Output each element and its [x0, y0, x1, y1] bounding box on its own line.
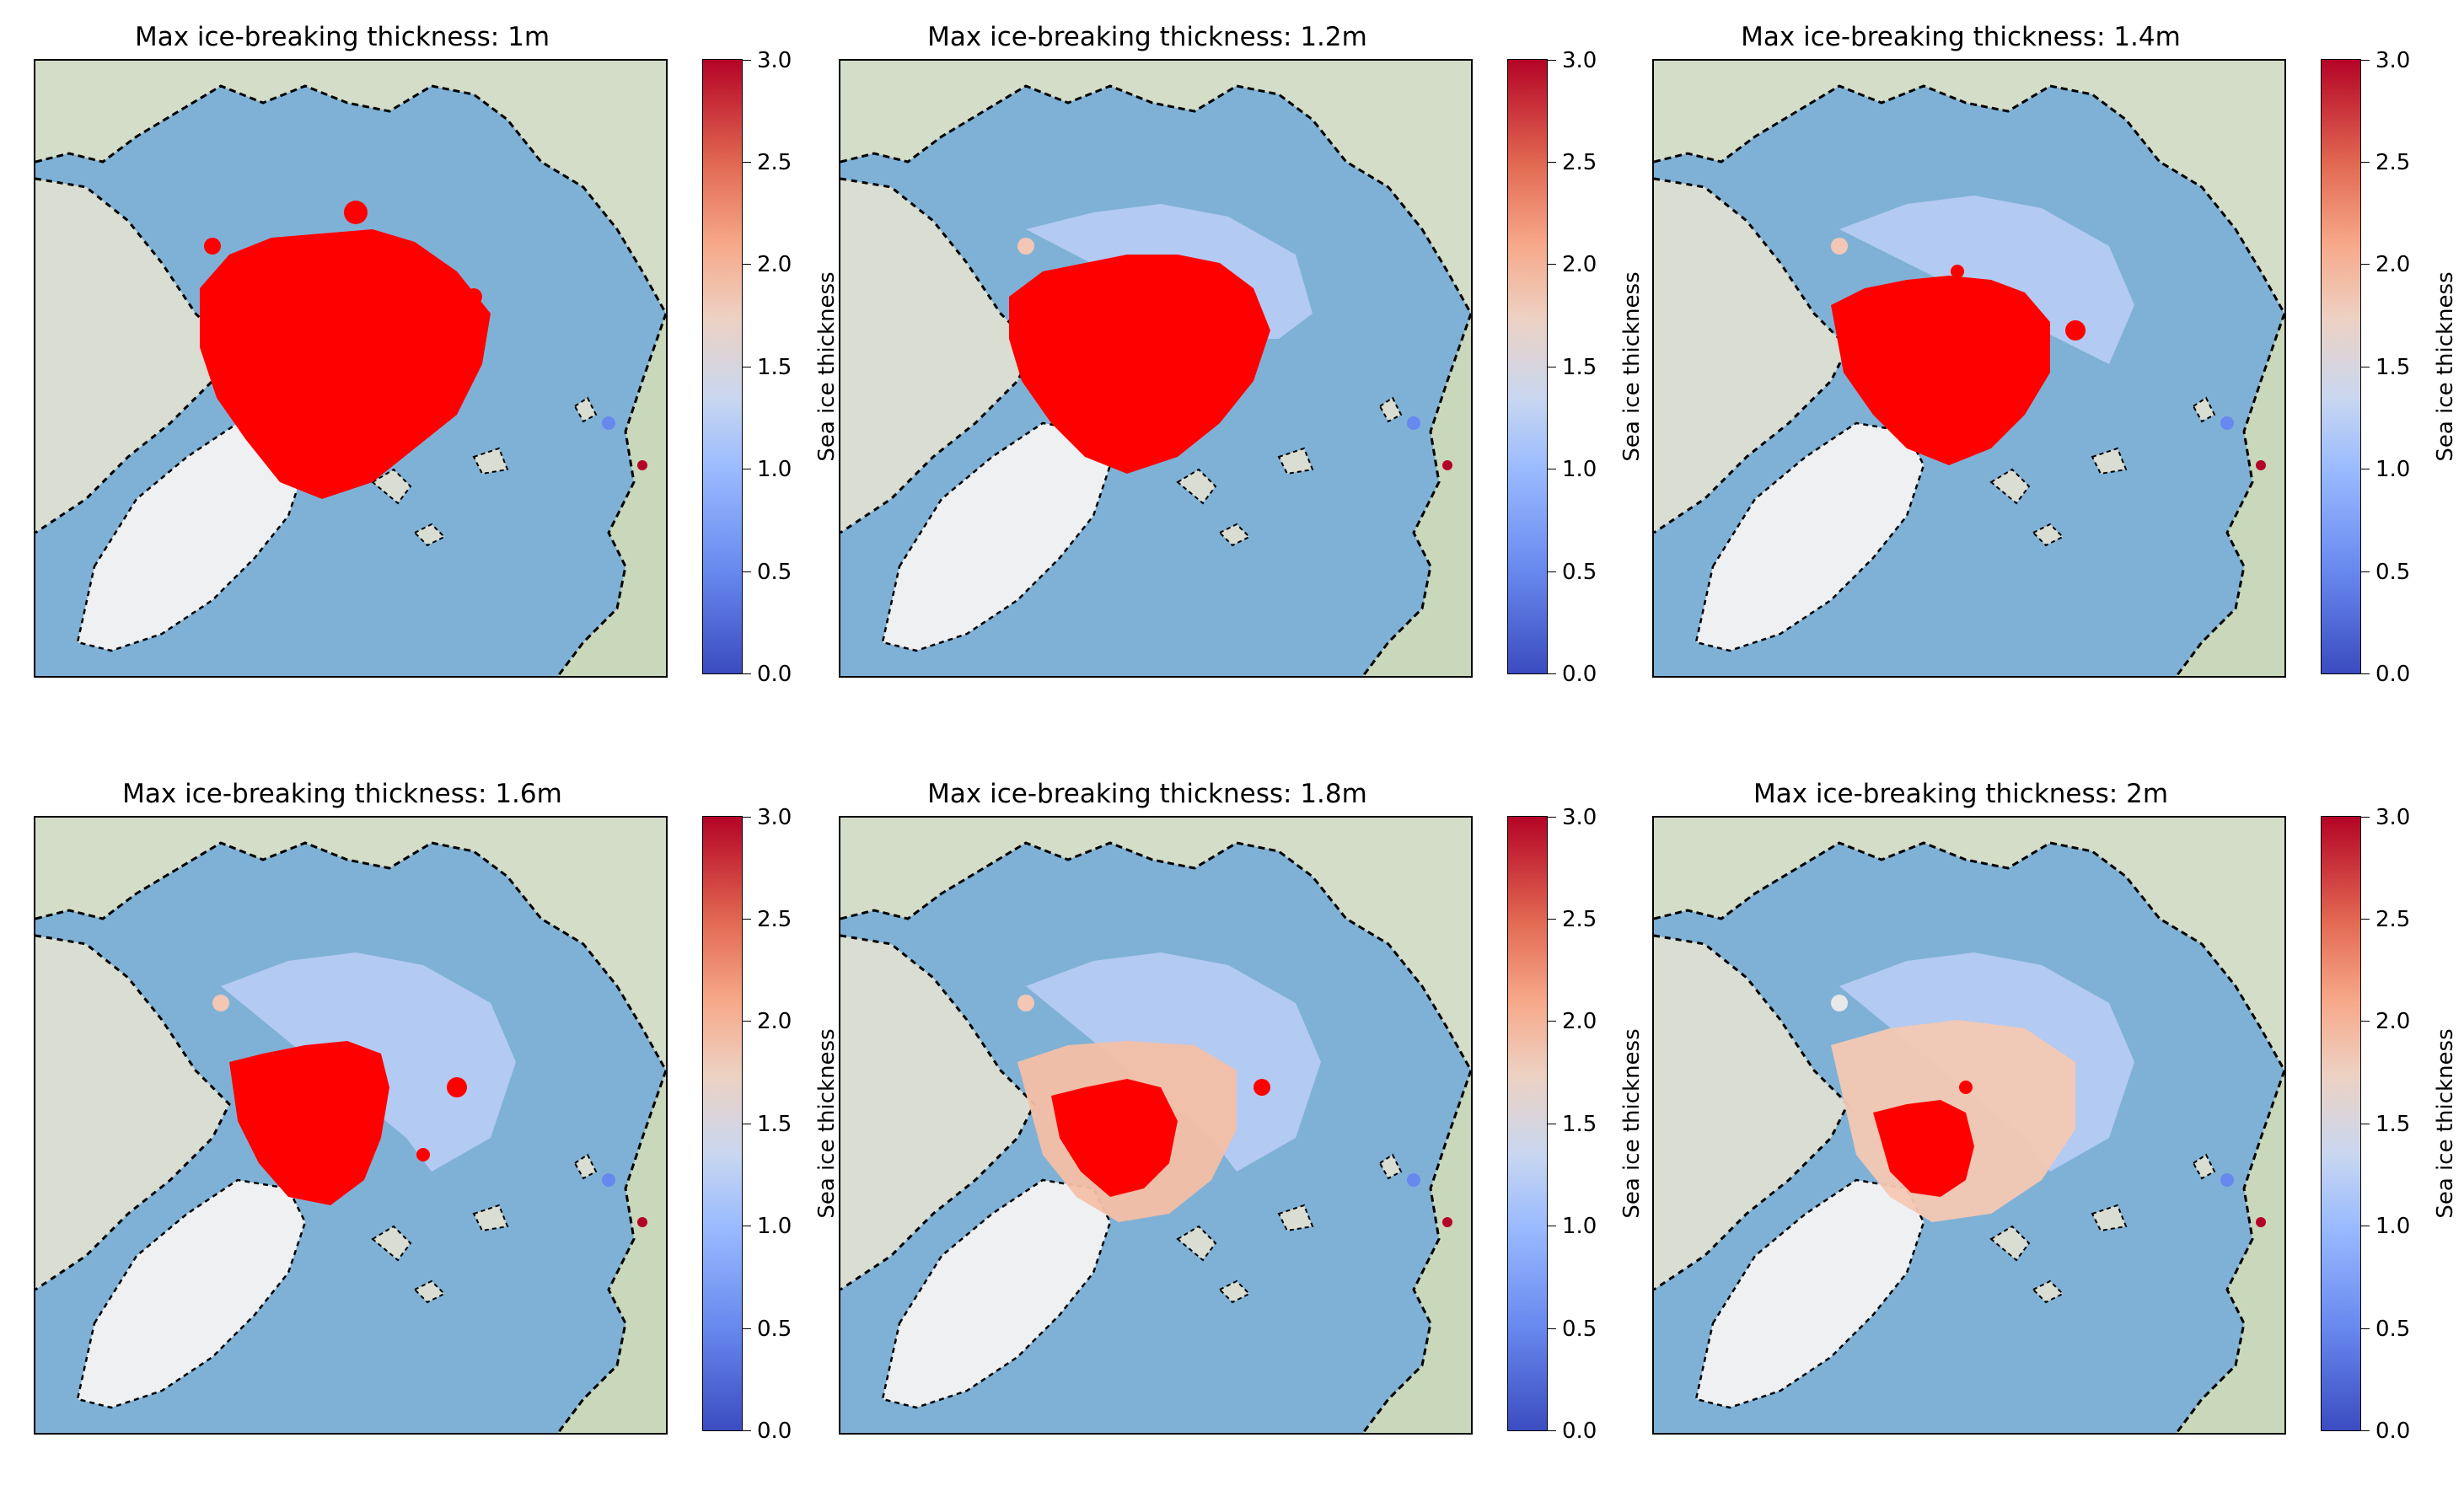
- colorbar-tick-label: 3.0: [1562, 805, 1597, 830]
- map-panel-5: Max ice-breaking thickness: 1.8m 0.0 0.5…: [835, 777, 1645, 1502]
- blocked-ice-region: [200, 229, 491, 499]
- colorbar-label: Sea ice thickness: [1619, 271, 1645, 462]
- panel-title: Max ice-breaking thickness: 1.4m: [1741, 22, 2181, 52]
- colorbar-tick-label: 2.5: [757, 150, 792, 175]
- colorbar-tick-label: 1.0: [1562, 457, 1597, 482]
- colorbar-tick-label: 2.5: [1562, 907, 1597, 932]
- arctic-map: [34, 816, 668, 1435]
- panel-title: Max ice-breaking thickness: 2m: [1753, 779, 2169, 809]
- blocked-ice-region: [1873, 1100, 1974, 1197]
- map-panel-6: Max ice-breaking thickness: 2m 0.0 0.5 1…: [1649, 777, 2458, 1502]
- panel-title: Max ice-breaking thickness: 1.8m: [927, 779, 1367, 809]
- colorbar: [702, 59, 743, 674]
- arctic-map: [1652, 816, 2286, 1435]
- map-panel-4: Max ice-breaking thickness: 1.6m 0.0 0.5…: [30, 777, 840, 1502]
- colorbar-tick-label: 0.0: [2375, 662, 2411, 687]
- colorbar-tick-label: 1.5: [2375, 355, 2411, 380]
- blocked-ice-region: [229, 1041, 389, 1205]
- arctic-map: [839, 59, 1473, 678]
- colorbar-tick-label: 0.5: [2375, 560, 2411, 585]
- colorbar-tick-label: 1.5: [1562, 1112, 1597, 1137]
- colorbar-tick-label: 2.0: [757, 1009, 792, 1034]
- colorbar-tick-label: 2.5: [1562, 150, 1597, 175]
- colorbar-tick-label: 1.0: [1562, 1214, 1597, 1239]
- colorbar-tick-label: 3.0: [2375, 48, 2411, 73]
- colorbar-tick-label: 0.0: [757, 662, 792, 687]
- colorbar-tick-label: 0.5: [757, 560, 792, 585]
- blocked-ice-region: [1051, 1079, 1178, 1197]
- colorbar-tick-label: 1.0: [757, 1214, 792, 1239]
- colorbar: [2321, 816, 2361, 1431]
- colorbar-tick-label: 3.0: [757, 805, 792, 830]
- blocked-ice-region: [1009, 255, 1270, 474]
- colorbar-tick-label: 1.0: [2375, 1214, 2411, 1239]
- colorbar-tick-label: 3.0: [2375, 805, 2411, 830]
- panel-title: Max ice-breaking thickness: 1.6m: [122, 779, 562, 809]
- colorbar-tick-label: 2.0: [2375, 1009, 2411, 1034]
- colorbar: [1507, 816, 1548, 1431]
- colorbar-tick-label: 0.5: [1562, 560, 1597, 585]
- colorbar-tick-label: 2.0: [2375, 252, 2411, 277]
- colorbar-tick-label: 0.5: [757, 1317, 792, 1342]
- colorbar-tick-label: 1.5: [1562, 355, 1597, 380]
- colorbar-tick-label: 2.5: [2375, 150, 2411, 175]
- colorbar: [2321, 59, 2361, 674]
- blocked-ice-region: [1831, 276, 2050, 465]
- colorbar: [702, 816, 743, 1431]
- colorbar-tick-label: 0.0: [1562, 662, 1597, 687]
- colorbar-tick-label: 1.5: [757, 355, 792, 380]
- colorbar-tick-label: 0.0: [757, 1419, 792, 1444]
- colorbar-tick-label: 2.0: [1562, 252, 1597, 277]
- arctic-map: [34, 59, 668, 678]
- arctic-map: [839, 816, 1473, 1435]
- colorbar-label: Sea ice thickness: [2433, 271, 2458, 462]
- colorbar-tick-label: 0.0: [2375, 1419, 2411, 1444]
- colorbar-tick-label: 1.0: [757, 457, 792, 482]
- colorbar-tick-label: 3.0: [1562, 48, 1597, 73]
- colorbar-tick-label: 1.5: [2375, 1112, 2411, 1137]
- colorbar-tick-label: 0.5: [1562, 1317, 1597, 1342]
- arctic-map: [1652, 59, 2286, 678]
- colorbar-tick-label: 0.5: [2375, 1317, 2411, 1342]
- panel-title: Max ice-breaking thickness: 1.2m: [927, 22, 1367, 52]
- map-panel-3: Max ice-breaking thickness: 1.4m 0.0 0.5…: [1649, 20, 2458, 745]
- colorbar-tick-label: 1.5: [757, 1112, 792, 1137]
- colorbar-label: Sea ice thickness: [2433, 1028, 2458, 1219]
- colorbar-label: Sea ice thickness: [1619, 1028, 1645, 1219]
- colorbar-tick-label: 3.0: [757, 48, 792, 73]
- map-panel-1: Max ice-breaking thickness: 1m 0.0 0.5 1…: [30, 20, 840, 745]
- panel-title: Max ice-breaking thickness: 1m: [134, 22, 550, 52]
- colorbar-tick-label: 1.0: [2375, 457, 2411, 482]
- colorbar-tick-label: 0.0: [1562, 1419, 1597, 1444]
- colorbar-tick-label: 2.5: [2375, 907, 2411, 932]
- colorbar-tick-label: 2.0: [1562, 1009, 1597, 1034]
- map-panel-2: Max ice-breaking thickness: 1.2m 0.0 0.5…: [835, 20, 1645, 745]
- colorbar-tick-label: 2.5: [757, 907, 792, 932]
- colorbar-tick-label: 2.0: [757, 252, 792, 277]
- colorbar: [1507, 59, 1548, 674]
